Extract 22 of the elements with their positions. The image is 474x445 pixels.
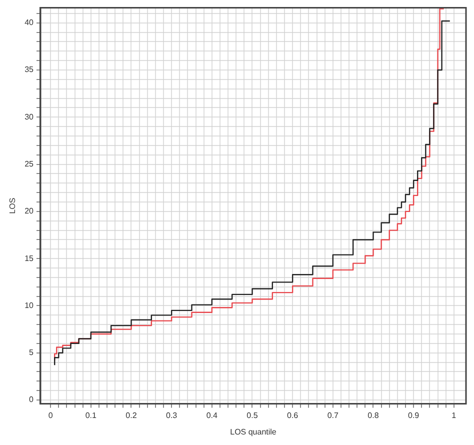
x-tick-label: 0.3 [166, 410, 178, 420]
y-tick-label: 5 [29, 348, 34, 358]
y-tick-label: 10 [24, 300, 34, 310]
x-tick-label: 0.6 [287, 410, 299, 420]
y-tick-label: 40 [24, 18, 34, 28]
x-axis-title: LOS quantile [230, 427, 277, 436]
y-axis-title: LOS [8, 198, 18, 214]
y-tick-label: 35 [24, 65, 34, 74]
x-tick-label: 0.1 [85, 410, 98, 420]
x-tick-label: 1 [452, 410, 457, 420]
x-tick-label: 0.5 [246, 410, 258, 420]
y-tick-label: 25 [24, 160, 34, 169]
y-tick-label: 0 [29, 395, 34, 404]
y-tick-label: 20 [24, 206, 34, 216]
y-tick-label: 15 [24, 254, 34, 263]
x-tick-label: 0.7 [327, 410, 340, 420]
x-tick-label: 0.2 [126, 410, 138, 420]
x-tick-label: 0 [48, 410, 54, 420]
x-tick-label: 0.9 [408, 410, 420, 420]
x-tick-label: 0.4 [206, 410, 218, 420]
x-tick-label: 0.8 [368, 410, 380, 420]
y-tick-label: 30 [24, 112, 34, 122]
